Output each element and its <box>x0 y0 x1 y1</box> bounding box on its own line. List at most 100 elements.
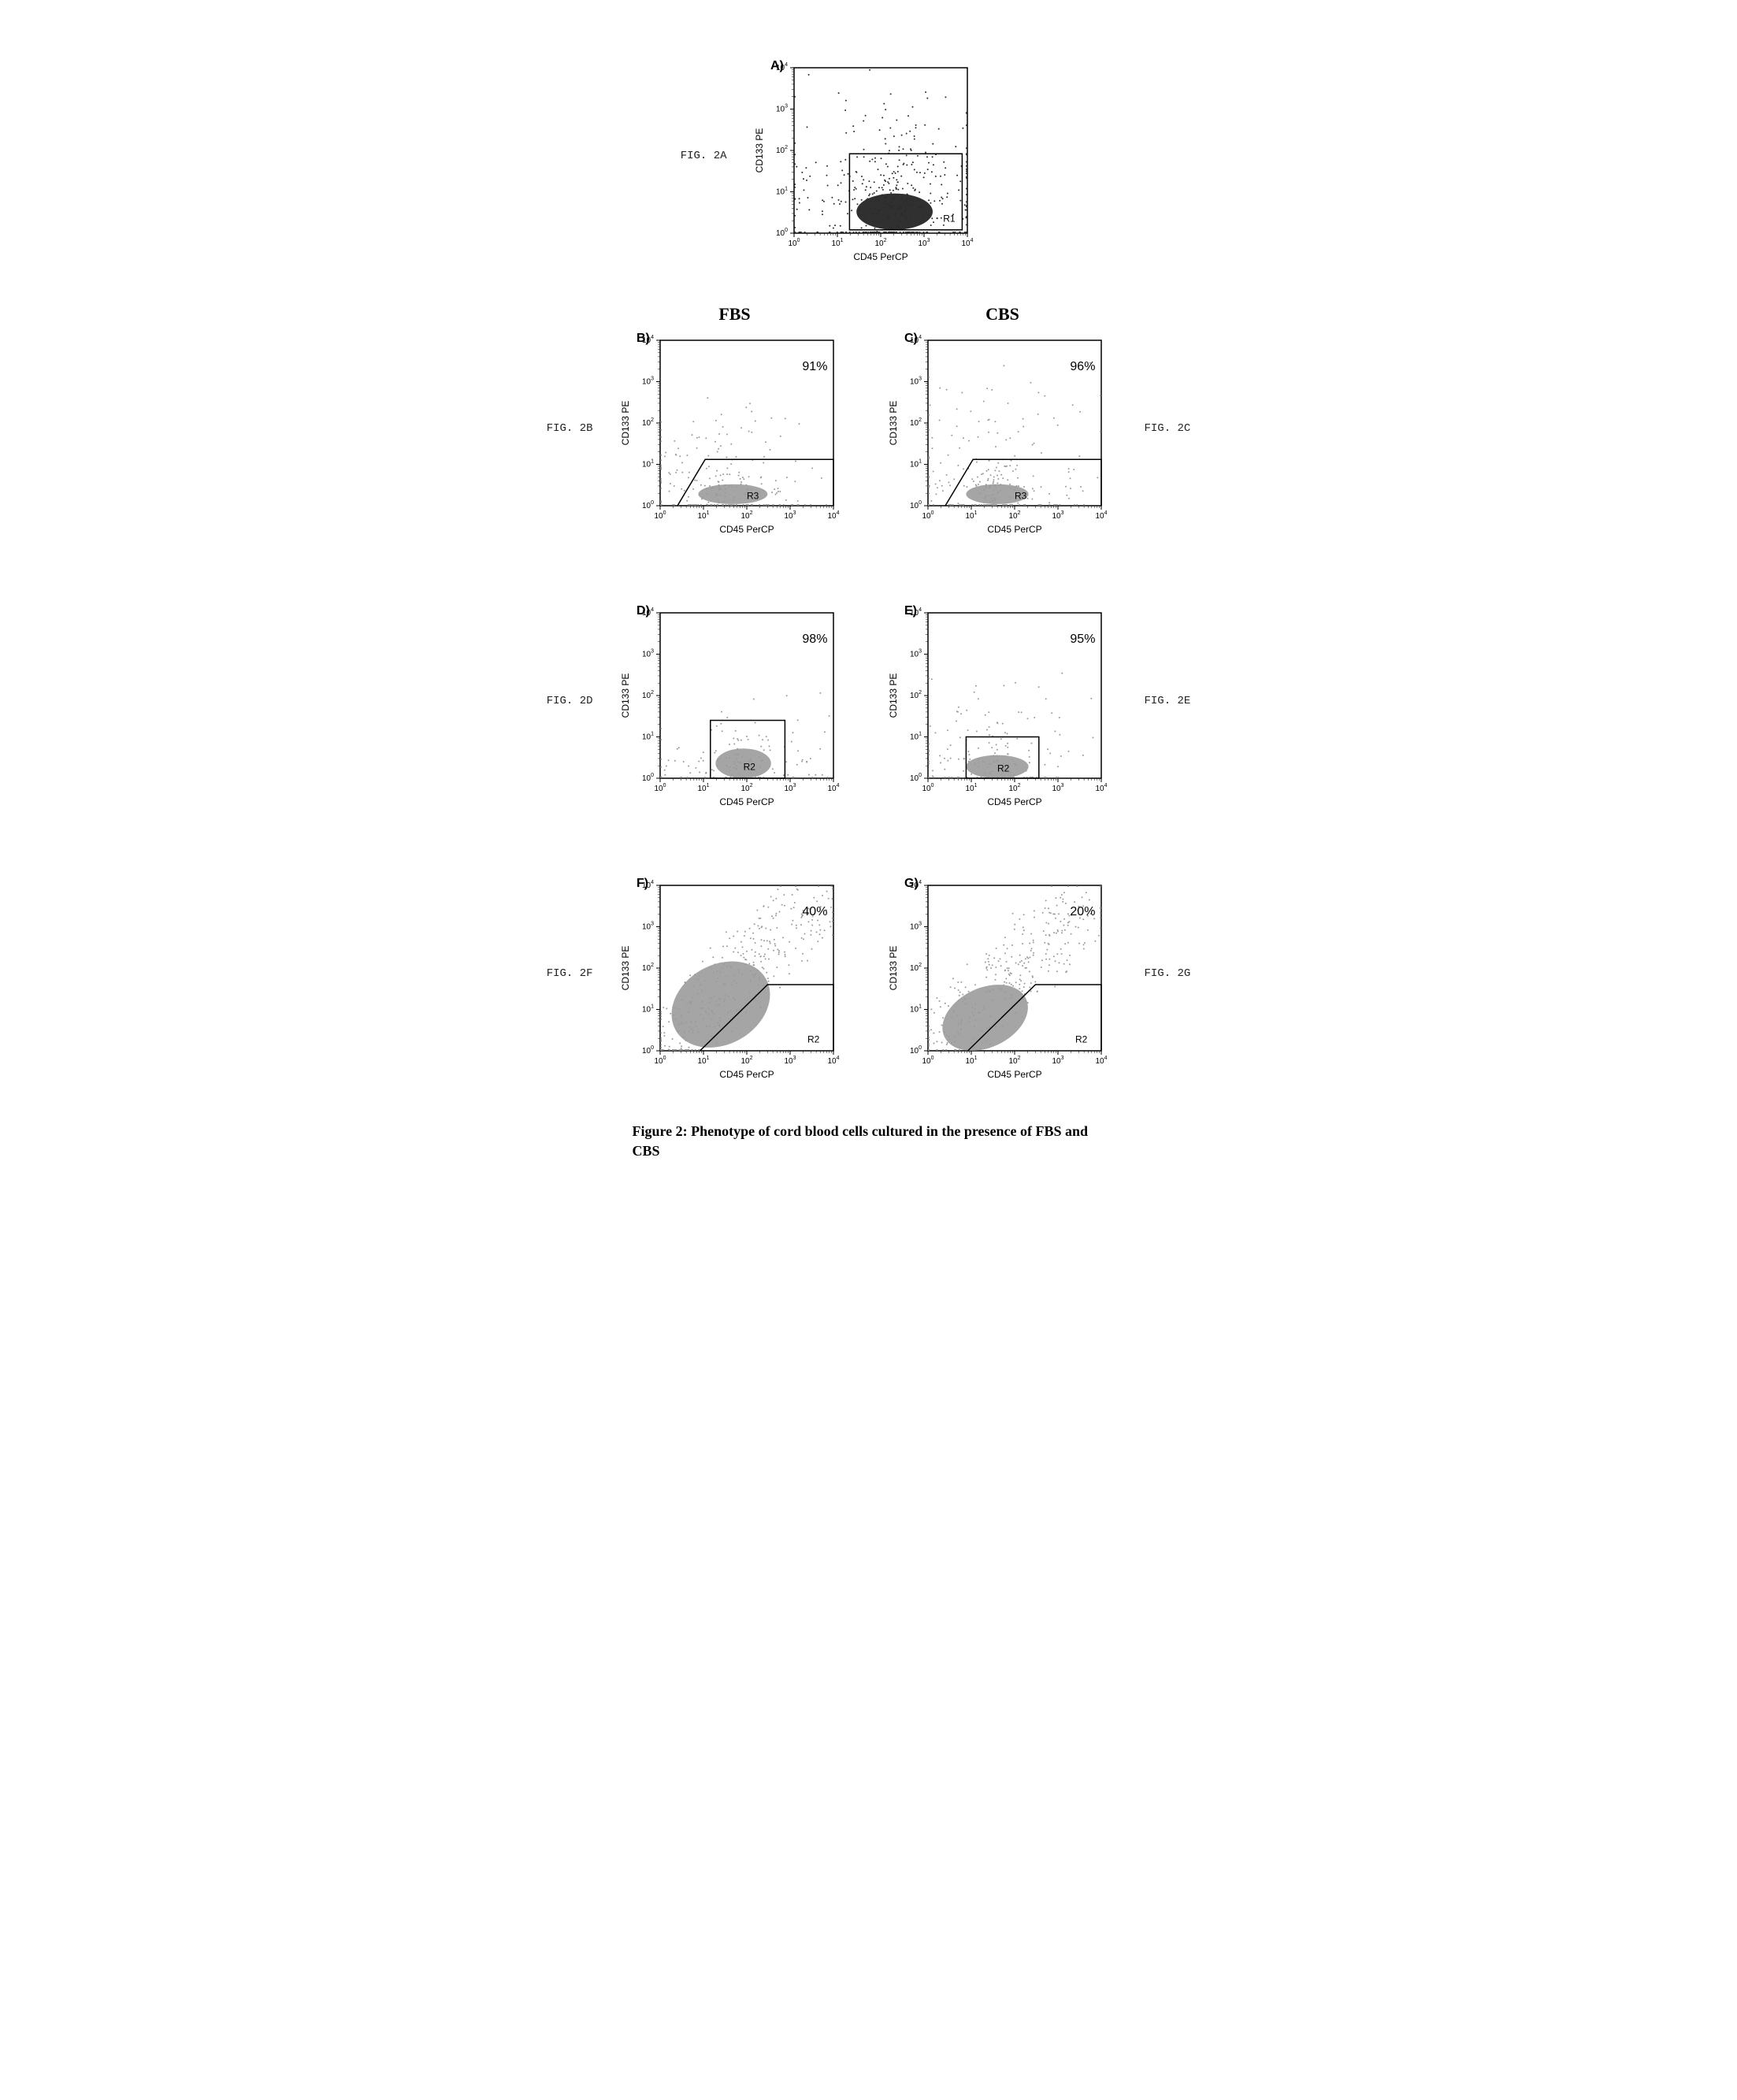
svg-text:103: 103 <box>641 922 653 932</box>
svg-text:CD45 PerCP: CD45 PerCP <box>719 524 774 535</box>
fig-label-g: FIG. 2G <box>1137 967 1231 980</box>
figure-page: FIG. 2A R1 100 101 102 103 104 100 101 102 103 104… <box>475 32 1263 1161</box>
svg-text:100: 100 <box>775 228 787 238</box>
svg-text:R3: R3 <box>1015 491 1027 502</box>
plot-cell-a: R1100101102103104100101102103104CD45 Per… <box>751 32 987 280</box>
svg-text:101: 101 <box>909 732 921 742</box>
svg-text:R2: R2 <box>743 762 755 773</box>
svg-text:101: 101 <box>697 510 709 521</box>
svg-text:104: 104 <box>961 238 973 248</box>
svg-text:91%: 91% <box>802 360 827 373</box>
svg-text:CD45 PerCP: CD45 PerCP <box>719 796 774 807</box>
fig-label-b: FIG. 2B <box>507 422 601 435</box>
svg-text:102: 102 <box>641 963 653 973</box>
svg-text:100: 100 <box>922 1056 933 1066</box>
svg-text:100: 100 <box>641 500 653 510</box>
svg-text:103: 103 <box>909 922 921 932</box>
svg-text:R2: R2 <box>807 1034 820 1045</box>
row-de: FIG. 2D R2100101102103104100101102103104… <box>475 577 1263 826</box>
svg-text:102: 102 <box>1008 510 1020 521</box>
plot-d: R2100101102103104100101102103104CD45 Per… <box>617 605 853 826</box>
col-header-fbs: FBS <box>718 304 750 325</box>
svg-text:103: 103 <box>784 510 796 521</box>
svg-text:102: 102 <box>874 238 886 248</box>
svg-text:103: 103 <box>918 238 930 248</box>
plot-cell-f: R2100101102103104100101102103104CD45 Per… <box>617 849 853 1098</box>
svg-text:101: 101 <box>641 732 653 742</box>
svg-text:103: 103 <box>1052 1056 1063 1066</box>
svg-text:100: 100 <box>909 773 921 783</box>
svg-text:101: 101 <box>965 510 977 521</box>
fig-label-a: FIG. 2A <box>640 150 735 162</box>
svg-text:102: 102 <box>775 145 787 155</box>
col-header-cbs: CBS <box>985 304 1019 325</box>
svg-text:R3: R3 <box>747 491 759 502</box>
svg-text:R2: R2 <box>997 763 1010 774</box>
plot-cell-e: R2100101102103104100101102103104CD45 Per… <box>885 577 1121 826</box>
svg-text:104: 104 <box>1095 783 1107 793</box>
fig-label-d: FIG. 2D <box>507 695 601 707</box>
svg-text:101: 101 <box>775 187 787 197</box>
fig-label-c: FIG. 2C <box>1137 422 1231 435</box>
svg-text:103: 103 <box>641 377 653 387</box>
svg-text:R1: R1 <box>943 213 956 224</box>
svg-text:CD133 PE: CD133 PE <box>888 401 899 446</box>
svg-text:A): A) <box>770 60 784 72</box>
row-fg: FIG. 2F R2100101102103104100101102103104… <box>475 849 1263 1098</box>
figure-caption: Figure 2: Phenotype of cord blood cells … <box>633 1122 1105 1161</box>
svg-text:100: 100 <box>654 510 666 521</box>
plot-cell-g: R2100101102103104100101102103104CD45 Per… <box>885 849 1121 1098</box>
svg-text:101: 101 <box>641 459 653 469</box>
svg-text:95%: 95% <box>1070 633 1095 646</box>
svg-text:96%: 96% <box>1070 360 1095 373</box>
svg-text:100: 100 <box>641 1045 653 1056</box>
svg-text:98%: 98% <box>802 633 827 646</box>
svg-text:104: 104 <box>1095 1056 1107 1066</box>
svg-text:102: 102 <box>641 417 653 428</box>
svg-text:20%: 20% <box>1070 905 1095 918</box>
svg-text:CD45 PerCP: CD45 PerCP <box>987 796 1041 807</box>
svg-text:CD45 PerCP: CD45 PerCP <box>987 524 1041 535</box>
svg-text:104: 104 <box>1095 510 1107 521</box>
svg-text:100: 100 <box>922 783 933 793</box>
svg-text:102: 102 <box>1008 1056 1020 1066</box>
svg-text:CD45 PerCP: CD45 PerCP <box>987 1069 1041 1080</box>
svg-text:104: 104 <box>827 783 839 793</box>
plot-g: R2100101102103104100101102103104CD45 Per… <box>885 877 1121 1098</box>
plot-b: R3100101102103104100101102103104CD45 Per… <box>617 332 853 553</box>
svg-text:100: 100 <box>909 1045 921 1056</box>
svg-text:100: 100 <box>641 773 653 783</box>
plot-cell-b: FBS R3100101102103104100101102103104CD45… <box>617 304 853 553</box>
svg-text:100: 100 <box>654 783 666 793</box>
svg-text:102: 102 <box>909 417 921 428</box>
svg-text:101: 101 <box>965 1056 977 1066</box>
svg-text:100: 100 <box>788 238 800 248</box>
svg-text:101: 101 <box>965 783 977 793</box>
svg-text:F): F) <box>637 877 648 890</box>
fig-label-e: FIG. 2E <box>1137 695 1231 707</box>
svg-text:103: 103 <box>775 104 787 114</box>
svg-text:101: 101 <box>641 1004 653 1015</box>
svg-text:40%: 40% <box>802 905 827 918</box>
plot-a: R1100101102103104100101102103104CD45 Per… <box>751 60 987 280</box>
svg-text:CD45 PerCP: CD45 PerCP <box>719 1069 774 1080</box>
svg-text:CD133 PE: CD133 PE <box>620 946 631 991</box>
svg-text:103: 103 <box>641 649 653 659</box>
svg-text:CD45 PerCP: CD45 PerCP <box>853 251 907 262</box>
svg-text:100: 100 <box>922 510 933 521</box>
plot-f: R2100101102103104100101102103104CD45 Per… <box>617 877 853 1098</box>
row-a: FIG. 2A R1100101102103104100101102103104… <box>475 32 1263 280</box>
svg-text:101: 101 <box>909 1004 921 1015</box>
svg-text:102: 102 <box>909 963 921 973</box>
svg-text:102: 102 <box>909 690 921 700</box>
svg-text:102: 102 <box>641 690 653 700</box>
plot-c: R3100101102103104100101102103104CD45 Per… <box>885 332 1121 553</box>
plot-cell-d: R2100101102103104100101102103104CD45 Per… <box>617 577 853 826</box>
svg-text:CD133 PE: CD133 PE <box>754 128 765 173</box>
plot-cell-c: CBS R3100101102103104100101102103104CD45… <box>885 304 1121 553</box>
svg-text:G): G) <box>904 877 919 890</box>
svg-text:100: 100 <box>909 500 921 510</box>
svg-text:CD133 PE: CD133 PE <box>620 401 631 446</box>
svg-text:101: 101 <box>697 783 709 793</box>
svg-text:B): B) <box>637 332 650 345</box>
